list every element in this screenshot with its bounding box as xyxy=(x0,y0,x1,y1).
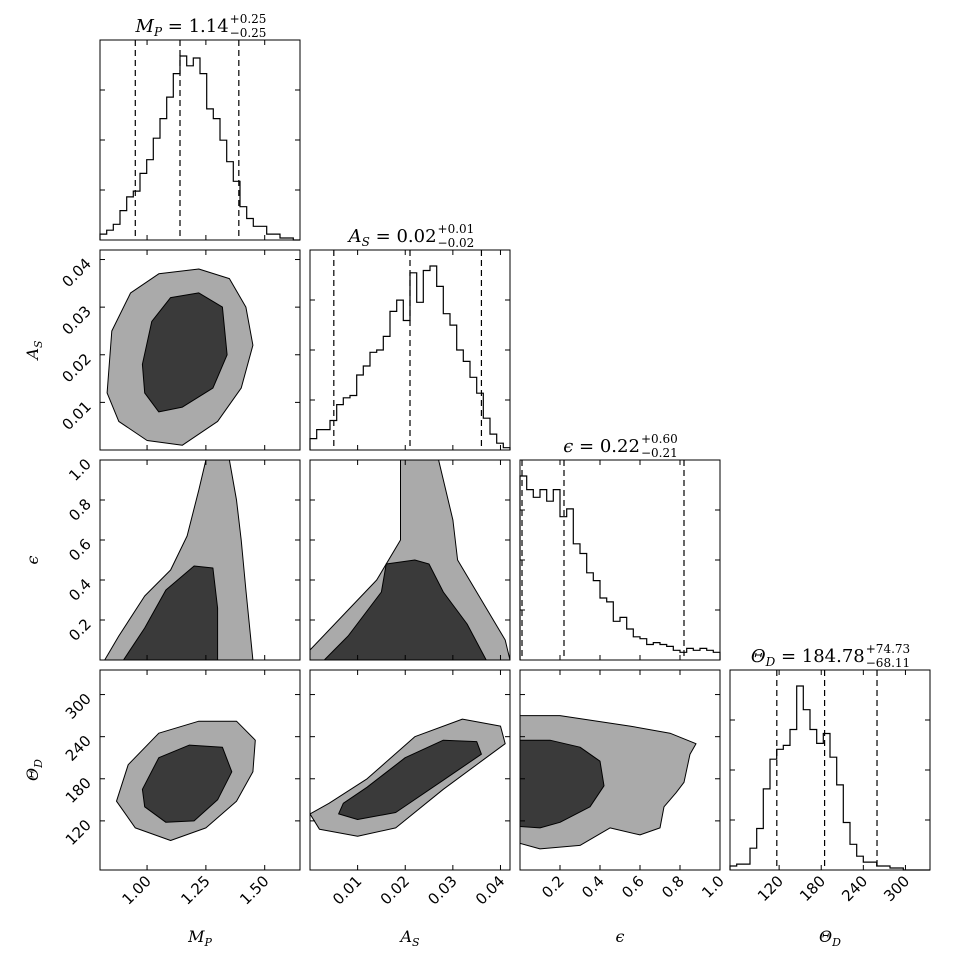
contour-inner-M_P-A_S xyxy=(141,292,228,413)
x-tick-label-Theta_D: 120 xyxy=(754,872,787,905)
panel-epsilon-Theta_D xyxy=(519,669,721,871)
contour-inner-A_S-epsilon xyxy=(323,559,487,660)
y-tick-label-M_P-Theta_D: 240 xyxy=(62,732,95,765)
histogram-Theta_D xyxy=(729,685,930,871)
y-tick-label-M_P-epsilon: 0.6 xyxy=(65,535,95,565)
x-tick-label-epsilon-Theta_D: 1.0 xyxy=(698,872,728,902)
title-A_S: AS = 0.02 +0.01−0.02 xyxy=(347,222,475,250)
x-tick-label-A_S-Theta_D: 0.03 xyxy=(424,872,460,908)
title-text-Theta_D: ΘD = 184.78 xyxy=(751,646,865,669)
panel-diag-epsilon xyxy=(519,459,721,661)
contour-group-M_P-Theta_D xyxy=(116,720,256,841)
x-tick-label-epsilon-Theta_D: 0.4 xyxy=(578,872,608,902)
y-tick-label-M_P-epsilon: 0.2 xyxy=(65,615,95,645)
histogram-epsilon xyxy=(519,475,721,660)
x-tick-label-Theta_D: 300 xyxy=(880,872,913,905)
y-tick-label-M_P-A_S: 0.02 xyxy=(58,350,94,386)
contour-inner-M_P-epsilon xyxy=(123,565,219,660)
title-minus-A_S: −0.02 xyxy=(438,236,475,250)
contour-group-A_S-Theta_D xyxy=(310,718,506,837)
title-plus-epsilon: +0.60 xyxy=(641,432,678,446)
title-epsilon: ϵ = 0.22 +0.60−0.21 xyxy=(563,432,677,460)
y-tick-label-M_P-Theta_D: 300 xyxy=(62,690,95,723)
y-axis-label-A_S: AS xyxy=(23,340,45,362)
x-axis-label-epsilon: ϵ xyxy=(616,927,625,946)
panel-diag-Theta_D xyxy=(729,669,931,871)
title-text-A_S: AS = 0.02 xyxy=(347,226,437,249)
contour-group-M_P-A_S xyxy=(106,268,254,446)
y-axis-label-Theta_D: ΘD xyxy=(23,759,45,781)
title-Theta_D: ΘD = 184.78 +74.73−68.11 xyxy=(751,642,910,670)
y-tick-label-M_P-Theta_D: 180 xyxy=(62,774,95,807)
x-tick-label-A_S-Theta_D: 0.04 xyxy=(472,872,508,908)
title-plus-Theta_D: +74.73 xyxy=(866,642,910,656)
y-tick-label-M_P-epsilon: 0.4 xyxy=(65,575,95,605)
x-axis-label-M_P: MP xyxy=(187,927,212,949)
panel-M_P-Theta_D xyxy=(99,669,301,871)
title-text-M_P: MP = 1.14 xyxy=(135,16,229,39)
title-minus-M_P: −0.25 xyxy=(230,26,267,40)
y-tick-label-M_P-A_S: 0.04 xyxy=(58,255,94,291)
panel-A_S-Theta_D xyxy=(309,669,511,871)
contour-group-A_S-epsilon xyxy=(310,460,510,660)
y-tick-label-M_P-epsilon: 1.0 xyxy=(65,455,95,485)
x-tick-label-A_S-Theta_D: 0.02 xyxy=(377,872,413,908)
title-plus-M_P: +0.25 xyxy=(230,12,267,26)
contour-group-M_P-epsilon xyxy=(104,460,254,660)
title-plus-A_S: +0.01 xyxy=(438,222,475,236)
title-minus-epsilon: −0.21 xyxy=(641,446,678,460)
x-tick-label-epsilon-Theta_D: 0.2 xyxy=(538,872,568,902)
contour-group-epsilon-Theta_D xyxy=(520,715,697,850)
x-tick-label-Theta_D: 240 xyxy=(838,872,871,905)
y-tick-label-M_P-Theta_D: 120 xyxy=(62,816,95,849)
x-tick-label-epsilon-Theta_D: 0.8 xyxy=(658,872,688,902)
y-axis-label-epsilon: ϵ xyxy=(23,555,42,564)
x-tick-label-epsilon-Theta_D: 0.6 xyxy=(618,872,648,902)
x-tick-label-M_P-Theta_D: 1.25 xyxy=(177,872,213,908)
contour-inner-M_P-Theta_D xyxy=(141,744,233,823)
title-minus-Theta_D: −68.11 xyxy=(866,656,910,670)
contour-outer-A_S-epsilon xyxy=(310,460,510,660)
x-axis-label-A_S: AS xyxy=(398,927,420,949)
title-text-epsilon: ϵ = 0.22 xyxy=(563,436,640,457)
x-axis-label-Theta_D: ΘD xyxy=(819,927,841,949)
panel-M_P-A_S xyxy=(99,249,301,451)
contour-inner-epsilon-Theta_D xyxy=(520,739,605,829)
contour-inner-A_S-Theta_D xyxy=(338,739,482,820)
x-tick-label-M_P-Theta_D: 1.50 xyxy=(236,872,272,908)
y-tick-label-M_P-epsilon: 0.8 xyxy=(65,495,95,525)
x-tick-label-Theta_D: 180 xyxy=(796,872,829,905)
panel-M_P-epsilon xyxy=(99,459,301,661)
y-tick-label-M_P-A_S: 0.01 xyxy=(58,397,94,433)
panel-A_S-epsilon xyxy=(309,459,511,661)
title-M_P: MP = 1.14 +0.25−0.25 xyxy=(135,12,267,40)
y-tick-label-M_P-A_S: 0.03 xyxy=(58,302,94,338)
x-tick-label-M_P-Theta_D: 1.00 xyxy=(119,872,155,908)
x-tick-label-A_S-Theta_D: 0.01 xyxy=(329,872,365,908)
histogram-M_P xyxy=(99,55,300,241)
